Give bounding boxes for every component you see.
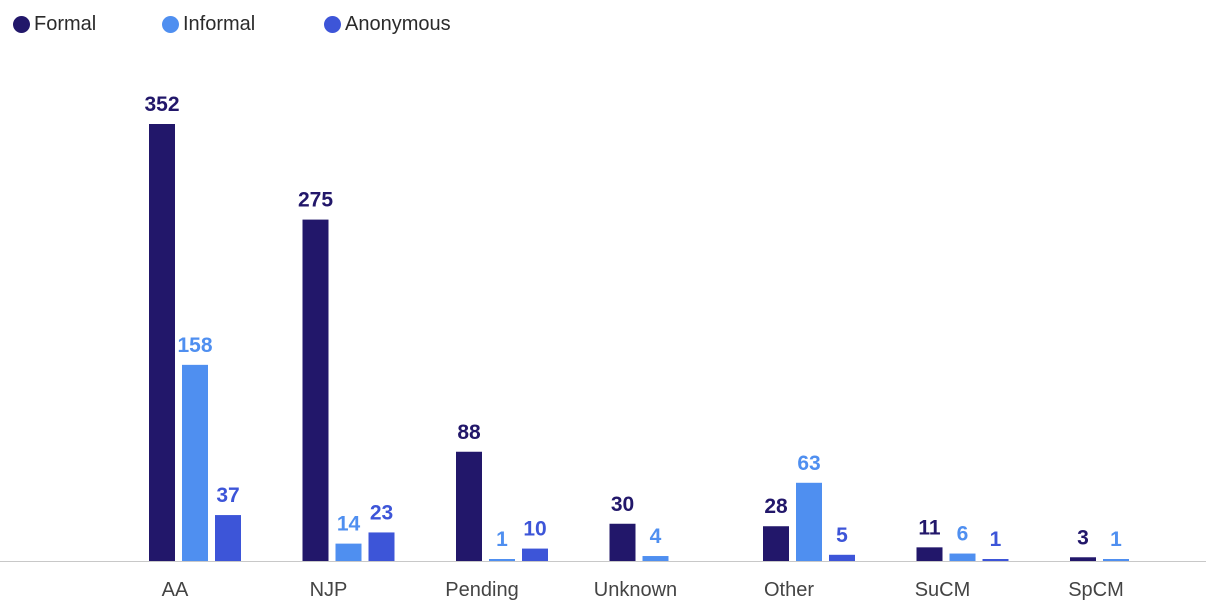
x-tick-label-aa: AA — [162, 579, 189, 601]
bar-formal-sucm — [916, 547, 943, 561]
bar-anonymous-pending — [522, 548, 548, 561]
bar-informal-other — [796, 482, 822, 561]
bar-informal-aa — [182, 364, 208, 561]
legend-label-anonymous: Anonymous — [345, 13, 451, 35]
bar-informal-spcm — [1103, 559, 1129, 561]
bar-formal-pending — [456, 451, 482, 561]
data-label-formal-sucm: 11 — [918, 516, 941, 539]
bar-anonymous-sucm — [982, 559, 1009, 561]
x-tick-label-pending: Pending — [445, 579, 518, 601]
legend-label-informal: Informal — [183, 13, 256, 35]
legend-item-formal: Formal — [13, 12, 96, 36]
bar-formal-njp — [302, 219, 329, 561]
data-label-formal-spcm: 3 — [1077, 526, 1089, 549]
bar-informal-sucm — [949, 553, 976, 561]
data-label-anonymous-aa: 37 — [216, 484, 239, 507]
data-label-formal-unknown: 30 — [611, 493, 634, 516]
x-tick-label-spcm: SpCM — [1068, 579, 1124, 601]
legend-label-formal: Formal — [34, 13, 97, 35]
data-label-informal-aa: 158 — [177, 334, 212, 357]
bar-formal-aa — [149, 124, 175, 561]
data-label-anonymous-njp: 23 — [370, 501, 393, 524]
data-label-informal-pending: 1 — [496, 528, 508, 551]
bar-formal-other — [763, 526, 789, 561]
data-label-informal-unknown: 4 — [650, 525, 662, 548]
data-label-formal-pending: 88 — [457, 421, 481, 444]
data-label-formal-njp: 275 — [298, 189, 333, 212]
bar-formal-spcm — [1070, 557, 1096, 561]
data-label-anonymous-pending: 10 — [523, 518, 546, 541]
bar-group-sucm: 11 6 1 — [916, 516, 1009, 561]
legend-swatch-informal — [162, 15, 179, 33]
data-label-formal-aa: 352 — [144, 93, 179, 116]
bar-anonymous-aa — [215, 515, 241, 561]
legend-item-informal: Informal — [162, 12, 255, 36]
legend-swatch-anonymous — [324, 15, 341, 33]
data-label-anonymous-sucm: 1 — [990, 528, 1002, 551]
x-tick-label-unknown: Unknown — [594, 579, 677, 601]
data-label-formal-other: 28 — [764, 495, 788, 518]
bar-formal-unknown — [609, 523, 636, 561]
bar-informal-unknown — [642, 556, 669, 561]
bar-group-unknown: 30 4 — [609, 493, 669, 561]
bar-group-aa: 352 158 37 — [144, 93, 241, 561]
bar-anonymous-njp — [368, 532, 395, 561]
bar-group-njp: 275 14 23 — [298, 189, 395, 561]
data-label-informal-spcm: 1 — [1110, 528, 1122, 551]
data-label-informal-njp: 14 — [337, 513, 361, 536]
bar-informal-pending — [489, 559, 515, 561]
legend-swatch-formal — [13, 15, 30, 33]
x-tick-label-sucm: SuCM — [915, 579, 971, 601]
x-tick-label-njp: NJP — [310, 579, 348, 601]
x-tick-label-other: Other — [764, 579, 814, 601]
bar-group-pending: 88 1 10 — [456, 421, 548, 561]
legend-item-anonymous: Anonymous — [324, 12, 451, 36]
bar-anonymous-other — [829, 554, 855, 561]
bar-informal-njp — [335, 543, 362, 561]
data-label-informal-sucm: 6 — [957, 523, 969, 546]
data-label-informal-other: 63 — [797, 452, 820, 475]
data-label-anonymous-other: 5 — [836, 524, 848, 547]
bar-group-other: 28 63 5 — [763, 452, 855, 561]
